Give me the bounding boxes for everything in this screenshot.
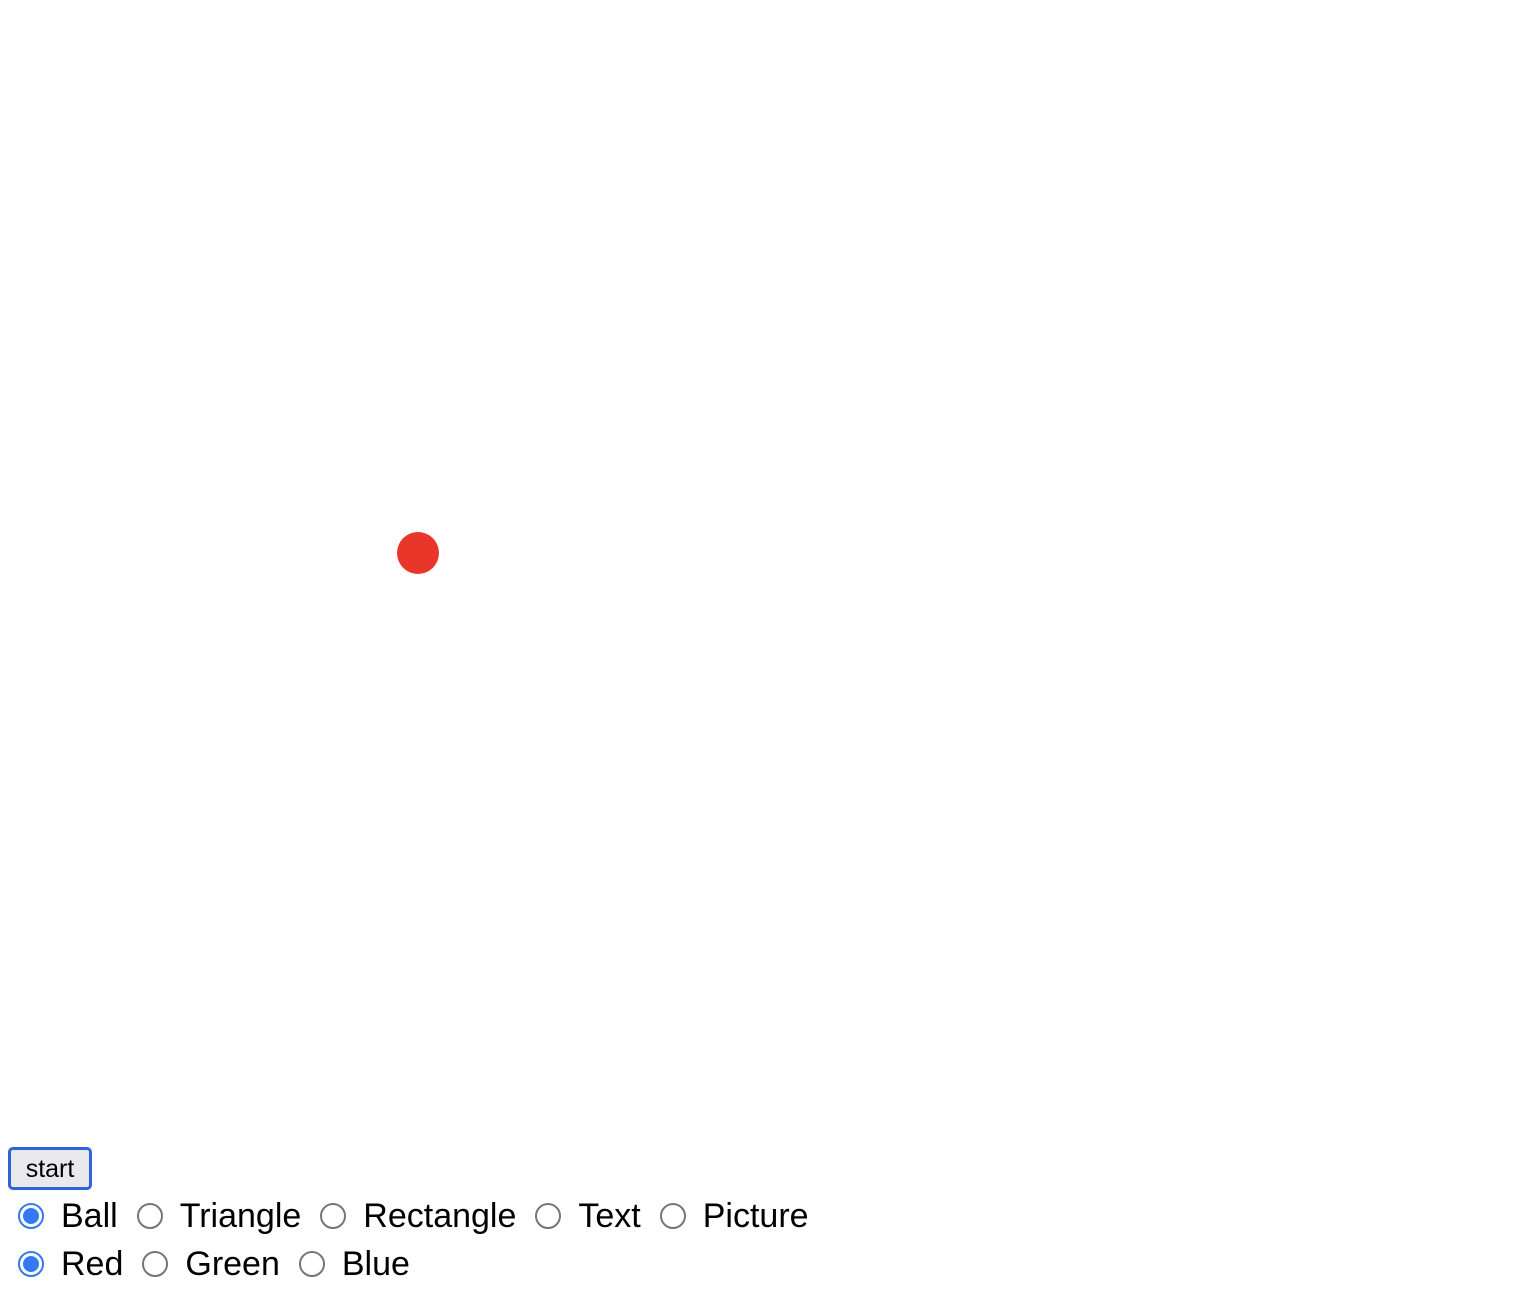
radio-rectangle[interactable] xyxy=(320,1203,347,1229)
shape-option-ball[interactable]: Ball xyxy=(8,1197,127,1236)
color-option-green[interactable]: Green xyxy=(132,1245,289,1284)
shape-radio-group: Ball Triangle Rectangle Text Picture xyxy=(8,1192,818,1240)
shape-option-label: Triangle xyxy=(179,1196,302,1235)
radio-triangle[interactable] xyxy=(136,1203,163,1229)
radio-text[interactable] xyxy=(535,1203,562,1229)
radio-blue[interactable] xyxy=(298,1251,325,1277)
red-ball xyxy=(397,532,439,574)
color-option-red[interactable]: Red xyxy=(8,1245,132,1284)
shape-option-label: Text xyxy=(578,1196,641,1235)
radio-ball[interactable] xyxy=(18,1203,44,1229)
radio-green[interactable] xyxy=(142,1251,169,1277)
color-radio-group: Red Green Blue xyxy=(8,1240,818,1288)
shape-option-rectangle[interactable]: Rectangle xyxy=(310,1197,525,1236)
radio-red[interactable] xyxy=(18,1251,44,1277)
shape-option-picture[interactable]: Picture xyxy=(650,1197,818,1236)
shape-option-text[interactable]: Text xyxy=(525,1197,649,1236)
controls-panel: start Ball Triangle Rectangle Text Pictu… xyxy=(8,1147,818,1288)
color-option-blue[interactable]: Blue xyxy=(289,1245,419,1284)
shape-option-triangle[interactable]: Triangle xyxy=(127,1197,311,1236)
shape-option-label: Rectangle xyxy=(363,1196,517,1235)
color-option-label: Blue xyxy=(341,1244,410,1283)
animation-canvas xyxy=(397,532,439,574)
shape-option-label: Ball xyxy=(61,1196,118,1235)
color-option-label: Green xyxy=(185,1244,280,1283)
shape-option-label: Picture xyxy=(702,1196,809,1235)
radio-picture[interactable] xyxy=(659,1203,686,1229)
start-button[interactable]: start xyxy=(8,1147,92,1190)
color-option-label: Red xyxy=(61,1244,124,1283)
